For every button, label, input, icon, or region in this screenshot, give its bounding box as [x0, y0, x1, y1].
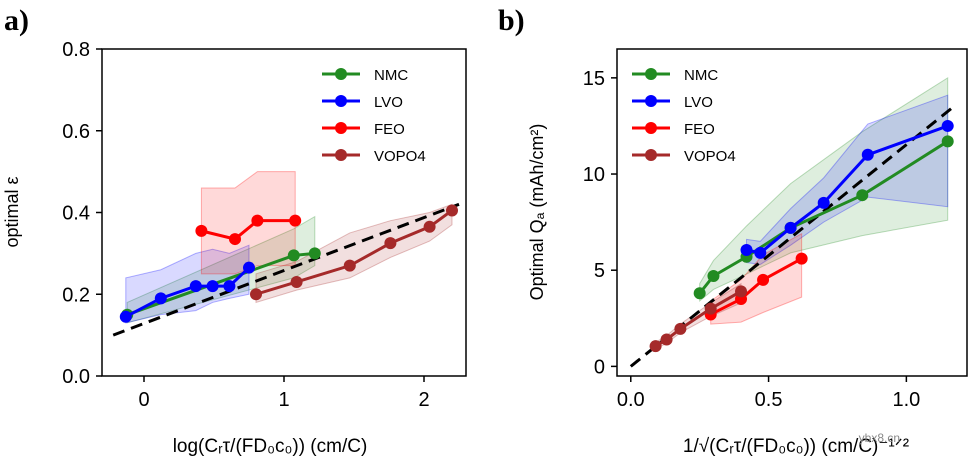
chart-a-legend-label-nmc: NMC: [374, 67, 408, 84]
chart-b-point-vopo4: [735, 285, 748, 298]
chart-b-ytick-label: 0: [594, 356, 605, 378]
chart-b-point-lvo: [941, 119, 954, 132]
chart-b-point-nmc: [693, 287, 706, 300]
chart-b-point-vopo4: [649, 340, 662, 353]
chart-b: 0.0 0.5 1.0 0 5 10 15 NMC LVO FEO VOPO4 Optimal …: [527, 48, 968, 457]
chart-b-point-feo: [757, 273, 770, 286]
chart-a-ytick-label: 0.0: [62, 366, 90, 388]
chart-b-legend-marker-vopo4: [645, 149, 657, 161]
chart-a-ytick-label: 0.6: [62, 121, 90, 143]
chart-a-ytick-label: 0.4: [62, 203, 90, 225]
chart-a-point-vopo4: [343, 259, 356, 272]
chart-b-ytick-label: 5: [594, 260, 605, 282]
chart-b-point-nmc: [941, 135, 954, 148]
chart-a-point-feo: [229, 233, 241, 246]
chart-b-point-nmc: [707, 269, 720, 282]
chart-a-band-nmc: [126, 215, 316, 324]
chart-b-frame: [616, 48, 968, 377]
chart-a-legend-marker-nmc: [335, 68, 347, 80]
chart-b-point-lvo: [861, 148, 874, 161]
chart-a-xtick-label: 0: [138, 389, 149, 411]
chart-a-point-lvo: [243, 261, 255, 274]
chart-b-ytick-label: 10: [583, 164, 605, 186]
chart-b-point-feo: [795, 252, 808, 265]
chart-b-legend-label-vopo4: VOPO4: [684, 148, 736, 165]
chart-a-legend-label-feo: FEO: [374, 121, 405, 138]
chart-b-xtick-label: 1.0: [892, 389, 920, 411]
chart-b-point-lvo: [817, 196, 830, 209]
chart-a-legend-label-vopo4: VOPO4: [374, 148, 426, 165]
chart-b-point-lvo: [784, 221, 797, 234]
chart-a-point-vopo4: [384, 237, 397, 250]
chart-a: 0 1 2 0.0 0.2 0.4 0.6 0.8 NMC LVO FEO VOPO4 optim…: [2, 39, 467, 457]
chart-a-legend-marker-vopo4: [335, 149, 347, 161]
chart-b-legend-label-lvo: LVO: [684, 94, 713, 111]
chart-b-point-lvo: [740, 244, 753, 257]
chart-a-point-vopo4: [250, 288, 262, 301]
chart-b-legend-label-feo: FEO: [684, 121, 715, 138]
chart-a-point-nmc: [308, 247, 321, 260]
chart-b-legend-marker-lvo: [645, 95, 657, 107]
chart-b-point-vopo4: [704, 302, 717, 315]
chart-a-point-lvo: [119, 310, 132, 323]
chart-a-point-feo: [195, 224, 208, 237]
panel-b-label: b): [498, 4, 525, 37]
chart-a-ylabel: optimal ε: [2, 176, 22, 247]
chart-b-xlabel: 1/√(Cᵣτ/(FD₀c₀)) (cm/C)⁻¹ᐟ²: [683, 436, 909, 457]
chart-a-xlabel: log(Cᵣτ/(FD₀c₀)) (cm/C): [173, 436, 368, 457]
chart-a-point-feo: [251, 214, 264, 227]
chart-a-ytick-label: 0.2: [62, 284, 90, 306]
chart-b-point-vopo4: [674, 322, 687, 335]
chart-a-point-vopo4: [423, 220, 436, 233]
chart-a-point-vopo4: [290, 275, 303, 288]
chart-b-xtick-label: 0.0: [617, 389, 645, 411]
chart-b-point-vopo4: [660, 333, 673, 346]
chart-b-fit-line: [629, 103, 957, 368]
chart-a-point-nmc: [287, 249, 300, 262]
chart-b-legend-marker-feo: [645, 122, 657, 134]
chart-a-xtick-label: 1: [278, 389, 289, 411]
chart-a-ytick-label: 0.8: [62, 39, 90, 61]
chart-a-line-feo: [201, 219, 296, 241]
chart-b-xtick-label: 0.5: [755, 389, 783, 411]
chart-a-point-lvo: [189, 280, 202, 293]
chart-a-fit-line: [112, 202, 460, 337]
chart-a-legend-marker-feo: [335, 122, 347, 134]
chart-a-point-lvo: [154, 292, 167, 305]
panel-a-label: a): [4, 4, 29, 37]
chart-b-legend-marker-nmc: [645, 68, 657, 80]
chart-a-point-lvo: [206, 280, 219, 293]
chart-b-point-lvo: [754, 246, 767, 259]
chart-a-point-vopo4: [446, 204, 458, 217]
chart-a-legend-marker-lvo: [335, 95, 347, 107]
chart-b-ylabel: Optimal Qₐ (mAh/cm²): [527, 124, 547, 301]
chart-b-ytick-label: 15: [583, 68, 605, 90]
chart-a-xtick-label: 2: [418, 389, 429, 411]
chart-a-legend-label-lvo: LVO: [374, 94, 403, 111]
chart-b-line-feo: [710, 257, 803, 316]
chart-b-legend-label-nmc: NMC: [684, 67, 718, 84]
chart-b-point-nmc: [856, 189, 869, 202]
chart-a-point-lvo: [223, 280, 236, 293]
watermark: ybx8.cn: [859, 431, 900, 445]
chart-a-point-feo: [289, 214, 302, 227]
